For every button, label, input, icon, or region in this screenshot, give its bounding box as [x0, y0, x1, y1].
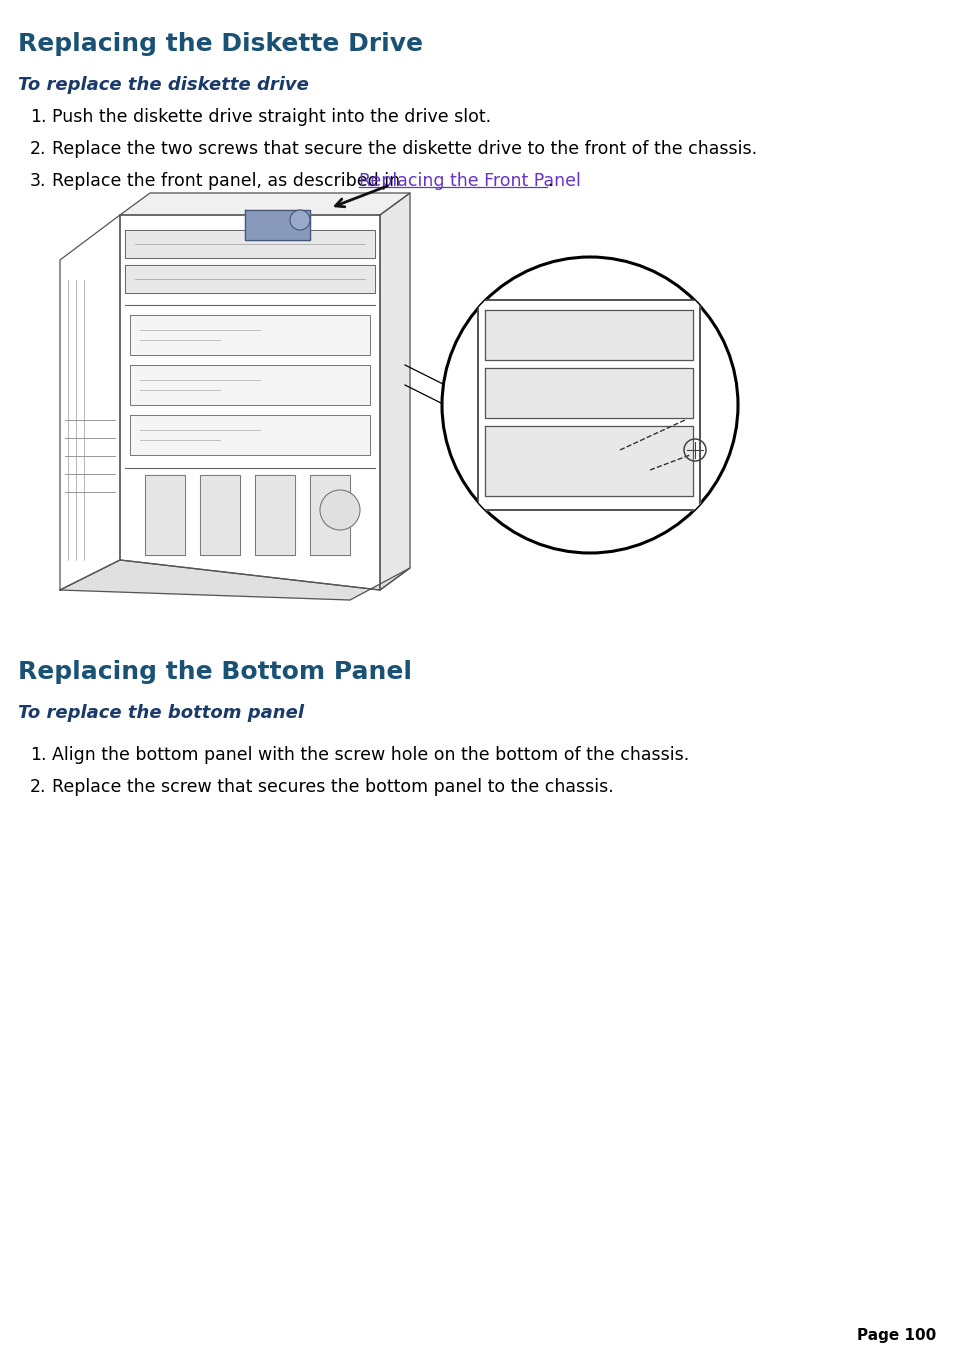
Polygon shape — [484, 367, 692, 417]
Polygon shape — [125, 230, 375, 258]
Polygon shape — [60, 561, 410, 600]
Text: 2.: 2. — [30, 778, 47, 796]
Polygon shape — [484, 309, 692, 359]
Polygon shape — [125, 265, 375, 293]
Polygon shape — [379, 193, 410, 590]
Polygon shape — [254, 476, 294, 555]
Circle shape — [319, 490, 359, 530]
Polygon shape — [484, 426, 692, 496]
Polygon shape — [477, 300, 700, 509]
Text: Align the bottom panel with the screw hole on the bottom of the chassis.: Align the bottom panel with the screw ho… — [52, 746, 688, 765]
Text: To replace the bottom panel: To replace the bottom panel — [18, 704, 304, 721]
Polygon shape — [245, 209, 310, 240]
Circle shape — [290, 209, 310, 230]
Text: To replace the diskette drive: To replace the diskette drive — [18, 76, 309, 95]
Text: Push the diskette drive straight into the drive slot.: Push the diskette drive straight into th… — [52, 108, 491, 126]
Text: Replacing the Front Panel: Replacing the Front Panel — [359, 172, 580, 190]
Polygon shape — [120, 215, 379, 590]
Polygon shape — [200, 476, 240, 555]
Polygon shape — [60, 215, 120, 590]
Text: Page 100: Page 100 — [856, 1328, 935, 1343]
Text: 3.: 3. — [30, 172, 47, 190]
Text: 1.: 1. — [30, 108, 47, 126]
Text: .: . — [546, 172, 552, 190]
Text: 1.: 1. — [30, 746, 47, 765]
Polygon shape — [310, 476, 350, 555]
Circle shape — [441, 257, 738, 553]
Polygon shape — [145, 476, 185, 555]
Text: Replace the front panel, as described in: Replace the front panel, as described in — [52, 172, 405, 190]
Text: Replace the screw that secures the bottom panel to the chassis.: Replace the screw that secures the botto… — [52, 778, 613, 796]
Text: Replacing the Diskette Drive: Replacing the Diskette Drive — [18, 32, 422, 55]
Polygon shape — [130, 415, 370, 455]
Polygon shape — [130, 365, 370, 405]
Text: Replacing the Bottom Panel: Replacing the Bottom Panel — [18, 661, 412, 684]
Text: Replace the two screws that secure the diskette drive to the front of the chassi: Replace the two screws that secure the d… — [52, 141, 757, 158]
Polygon shape — [130, 315, 370, 355]
Text: 2.: 2. — [30, 141, 47, 158]
Polygon shape — [120, 193, 410, 215]
